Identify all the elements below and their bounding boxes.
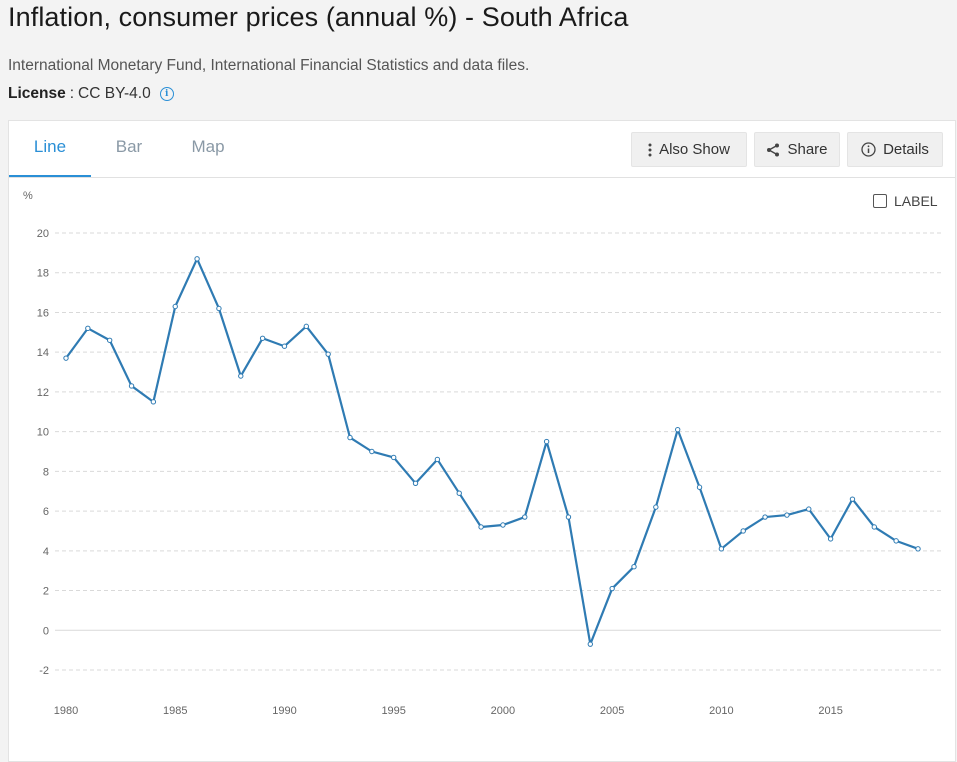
data-point	[478, 524, 484, 530]
y-tick-label: 20	[37, 228, 49, 240]
info-circle-icon	[861, 142, 876, 157]
data-point	[456, 490, 462, 496]
source-text: International Monetary Fund, Internation…	[8, 57, 530, 74]
data-point	[871, 524, 878, 530]
data-point	[500, 522, 506, 528]
label-checkbox[interactable]	[873, 194, 887, 208]
label-toggle[interactable]: LABEL	[873, 193, 938, 209]
data-point	[543, 438, 550, 445]
data-point	[762, 514, 768, 520]
tab-line[interactable]: Line	[9, 121, 91, 177]
data-point	[587, 641, 594, 647]
y-tick-label: 2	[43, 586, 49, 598]
line-chart: % -2 0 2 4 6 8 10 12 14 16 18 20 1980 1985 1990 1995 2000…	[23, 190, 941, 717]
data-point	[369, 448, 375, 455]
x-tick-label: 2000	[491, 705, 515, 717]
data-point	[434, 456, 441, 463]
tab-bar: Line Bar Map Also Show Share	[9, 121, 955, 178]
data-point	[63, 355, 69, 361]
data-point	[631, 564, 637, 570]
data-point	[85, 325, 91, 332]
y-tick-label: 10	[37, 427, 49, 439]
data-point	[216, 305, 222, 312]
y-tick-label: 18	[37, 268, 49, 280]
data-point	[390, 454, 397, 461]
data-point	[696, 484, 703, 490]
y-axis-label: %	[23, 190, 33, 202]
share-button[interactable]: Share	[754, 132, 840, 167]
y-tick-label: 8	[43, 466, 49, 478]
data-point	[259, 335, 266, 341]
y-tick-label: 14	[37, 347, 49, 359]
y-tick-label: -2	[39, 665, 49, 677]
data-point	[674, 426, 681, 433]
license-label: License	[8, 85, 66, 102]
data-point	[150, 399, 157, 405]
license-line: License : CC BY-4.0 i	[8, 85, 174, 103]
y-tick-label: 12	[37, 387, 49, 399]
x-tick-label: 1980	[54, 705, 78, 717]
share-icon	[766, 143, 780, 157]
data-point	[609, 585, 615, 592]
data-point	[522, 514, 528, 520]
data-point	[827, 536, 834, 542]
y-tick-label: 6	[43, 506, 49, 518]
data-point	[653, 504, 659, 510]
x-tick-label: 2010	[709, 705, 733, 717]
share-label: Share	[787, 141, 828, 158]
data-point	[740, 528, 746, 534]
data-point	[281, 343, 288, 349]
series-line	[65, 257, 919, 646]
page-title: Inflation, consumer prices (annual %) - …	[8, 2, 629, 32]
x-tick-label: 1985	[163, 705, 187, 717]
data-point	[194, 256, 200, 262]
license-separator: :	[69, 85, 75, 102]
data-point	[303, 323, 310, 330]
y-tick-label: 0	[43, 625, 49, 637]
data-point	[915, 546, 921, 552]
data-point	[718, 546, 725, 552]
info-icon[interactable]: i	[159, 87, 174, 101]
data-point	[893, 538, 899, 544]
more-vertical-icon	[648, 143, 652, 157]
data-point	[806, 506, 812, 512]
data-point	[238, 373, 244, 379]
details-label: Details	[883, 141, 929, 158]
chart-card: Line Bar Map Also Show Share	[8, 120, 956, 762]
also-show-button[interactable]: Also Show	[631, 132, 747, 167]
data-point	[325, 351, 331, 357]
data-point	[849, 496, 856, 502]
data-point	[565, 514, 572, 520]
also-show-label: Also Show	[659, 141, 730, 158]
x-tick-label: 2015	[818, 705, 842, 717]
data-point	[106, 337, 113, 343]
license-value: CC BY-4.0	[78, 85, 151, 102]
details-button[interactable]: Details	[847, 132, 943, 167]
data-point	[412, 480, 419, 486]
y-tick-label: 4	[43, 546, 49, 558]
x-tick-label: 1995	[381, 705, 405, 717]
tab-bar-chart[interactable]: Bar	[115, 137, 143, 156]
x-tick-label: 1990	[272, 705, 296, 717]
data-point	[347, 434, 353, 441]
data-point	[784, 512, 790, 518]
data-point	[128, 383, 135, 389]
tab-map[interactable]: Map	[191, 137, 225, 156]
x-tick-label: 2005	[600, 705, 624, 717]
label-toggle-text: LABEL	[894, 193, 938, 209]
data-point	[172, 303, 178, 310]
y-tick-label: 16	[37, 307, 49, 319]
